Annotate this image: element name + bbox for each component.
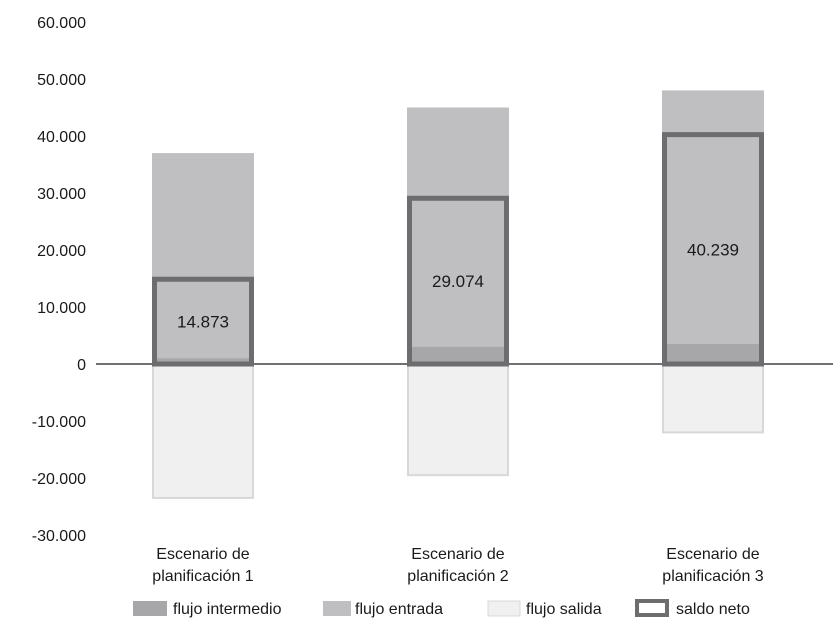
y-axis: 60.000 50.000 40.000 30.000 20.000 10.000 0 -10… [32, 15, 86, 545]
net-balance-label: 40.239 [687, 240, 739, 259]
bar-flujo-intermedio [152, 358, 254, 364]
legend: flujo intermedio flujo entrada flujo salid… [133, 599, 750, 618]
y-tick-label: -30.000 [32, 528, 86, 545]
x-category-label: Escenario de [411, 546, 504, 563]
y-tick-label: -20.000 [32, 471, 86, 488]
legend-label: flujo salida [526, 601, 602, 618]
net-balance-box [152, 276, 254, 367]
net-balance-label: 14.873 [177, 313, 229, 332]
y-tick-label: 10.000 [37, 300, 86, 317]
bar-flujo-salida [662, 363, 764, 434]
bar-flujo-entrada [407, 107, 509, 364]
bar-flujo-entrada [662, 90, 764, 365]
legend-swatch [133, 601, 167, 616]
bars [152, 90, 764, 499]
legend-swatch [487, 600, 521, 617]
y-tick-label: 40.000 [37, 129, 86, 146]
legend-label: saldo neto [676, 601, 750, 618]
legend-swatch [323, 601, 351, 616]
net-balance-box [407, 195, 509, 367]
y-tick-label: 20.000 [37, 243, 86, 260]
y-tick-label: -10.000 [32, 414, 86, 431]
bar-flujo-salida [407, 363, 509, 477]
x-category-label: Escenario de [666, 546, 759, 563]
net-balance-label: 29.074 [432, 272, 484, 291]
x-category-label: planificación 1 [152, 568, 254, 585]
y-tick-label: 50.000 [37, 72, 86, 89]
bar-flujo-intermedio [407, 346, 509, 364]
legend-swatch [635, 599, 669, 617]
y-tick-label: 30.000 [37, 186, 86, 203]
y-tick-label: 60.000 [37, 15, 86, 32]
x-category-label: Escenario de [156, 546, 249, 563]
x-category-label: planificación 2 [407, 568, 509, 585]
bar-flujo-intermedio [662, 344, 764, 364]
bar-flujo-salida [152, 363, 254, 499]
x-axis: Escenario de planificación 1 Escenario de p… [152, 546, 764, 585]
legend-label: flujo intermedio [173, 601, 282, 618]
x-category-label: planificación 3 [662, 568, 764, 585]
net-balance-box [662, 132, 764, 367]
bar-flujo-entrada [152, 153, 254, 364]
net-balance-boxes: 14.873 29.074 40.239 [152, 132, 764, 367]
legend-label: flujo entrada [355, 601, 443, 618]
y-tick-label: 0 [77, 357, 86, 374]
